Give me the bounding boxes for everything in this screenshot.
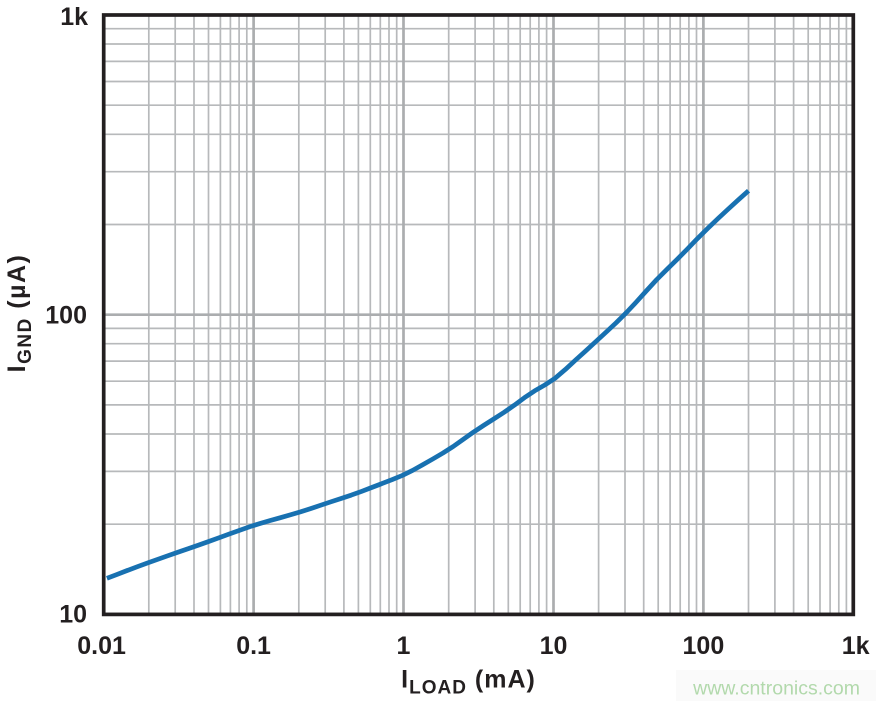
svg-text:ILOAD (mA): ILOAD (mA) bbox=[401, 666, 536, 699]
svg-text:10: 10 bbox=[59, 600, 87, 628]
svg-text:100: 100 bbox=[45, 302, 87, 330]
svg-text:100: 100 bbox=[683, 632, 725, 660]
svg-text:IGND (µA): IGND (µA) bbox=[3, 254, 36, 373]
svg-text:10: 10 bbox=[540, 632, 568, 660]
svg-text:1k: 1k bbox=[60, 3, 88, 31]
svg-text:1k: 1k bbox=[842, 632, 870, 660]
svg-text:0.01: 0.01 bbox=[77, 632, 126, 660]
svg-text:0.1: 0.1 bbox=[236, 632, 271, 660]
svg-text:1: 1 bbox=[397, 632, 411, 660]
svg-text:www.cntronics.com: www.cntronics.com bbox=[692, 678, 860, 700]
